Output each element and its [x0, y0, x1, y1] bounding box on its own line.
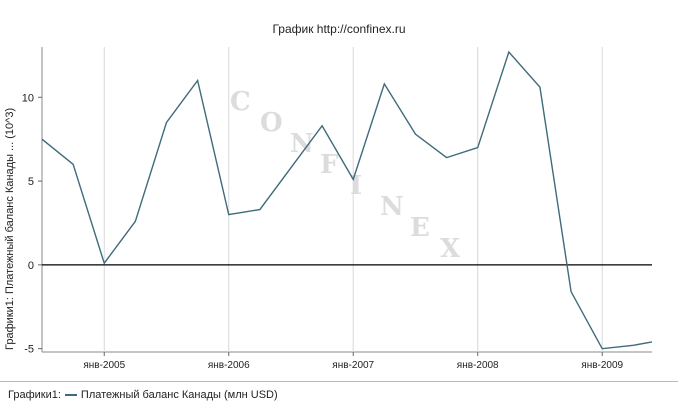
- x-tick-label: янв-2009: [581, 360, 623, 371]
- chart-title: График http://confinex.ru: [272, 22, 406, 36]
- y-tick-label: -5: [24, 344, 34, 356]
- legend-series-name: Платежный баланс Канады (млн USD): [80, 389, 278, 401]
- watermark-letter: N: [380, 192, 404, 222]
- y-tick-label: 0: [28, 260, 34, 272]
- x-tick-label: янв-2007: [332, 360, 374, 371]
- y-tick-label: 10: [22, 92, 34, 104]
- x-tick-label: янв-2008: [457, 360, 499, 371]
- legend-swatch: [64, 394, 77, 396]
- y-tick-label: 5: [28, 176, 34, 188]
- legend-prefix: Графики1:: [8, 389, 61, 401]
- watermark-letter: C: [230, 87, 251, 117]
- watermark-letter: F: [320, 150, 339, 180]
- x-tick-label: янв-2005: [83, 360, 125, 371]
- series-line: [41, 50, 653, 350]
- watermark-letter: I: [350, 171, 362, 201]
- legend-divider: [0, 381, 678, 382]
- watermark-letter: N: [290, 129, 314, 159]
- watermark-letter: O: [260, 108, 283, 138]
- watermark-letter: X: [440, 234, 461, 264]
- watermark-letter: E: [410, 213, 430, 243]
- legend: Графики1: Платежный баланс Канады (млн U…: [8, 389, 278, 401]
- x-tick-label: янв-2006: [208, 360, 250, 371]
